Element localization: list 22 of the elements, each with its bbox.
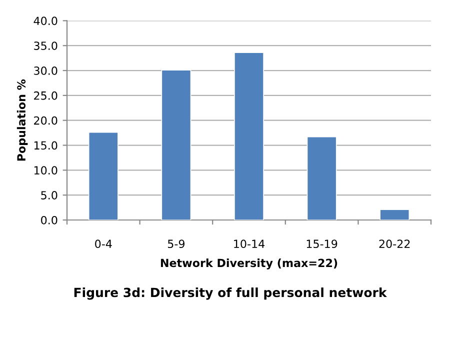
bar [380,209,410,220]
bar [306,136,337,220]
bar [88,132,118,220]
x-tick-label: 15-19 [306,240,338,248]
y-tick-label: 40.0 [34,16,58,26]
caption: Figure 3d: Diversity of full personal network [74,288,387,300]
x-tick-label: 20-22 [379,240,410,248]
y-tick-label: 5.0 [41,191,58,200]
x-tick-label: 0-4 [95,240,112,248]
y-tick-label: 0.0 [41,216,58,224]
y-tick-label: 35.0 [34,42,58,50]
x-axis-title: Network Diversity (max=22) [160,258,338,270]
bar [161,70,192,220]
bar [234,52,264,220]
x-tick-label: 10-14 [234,240,265,248]
y-tick-label: 15.0 [34,141,58,150]
y-axis-title: Population % [16,79,28,161]
y-tick-label: 30.0 [34,66,58,75]
y-tick-label: 10.0 [34,166,58,175]
x-tick-label: 5-9 [168,240,184,248]
y-tick-label: 20.0 [34,116,58,125]
y-tick-label: 25.0 [34,91,58,100]
